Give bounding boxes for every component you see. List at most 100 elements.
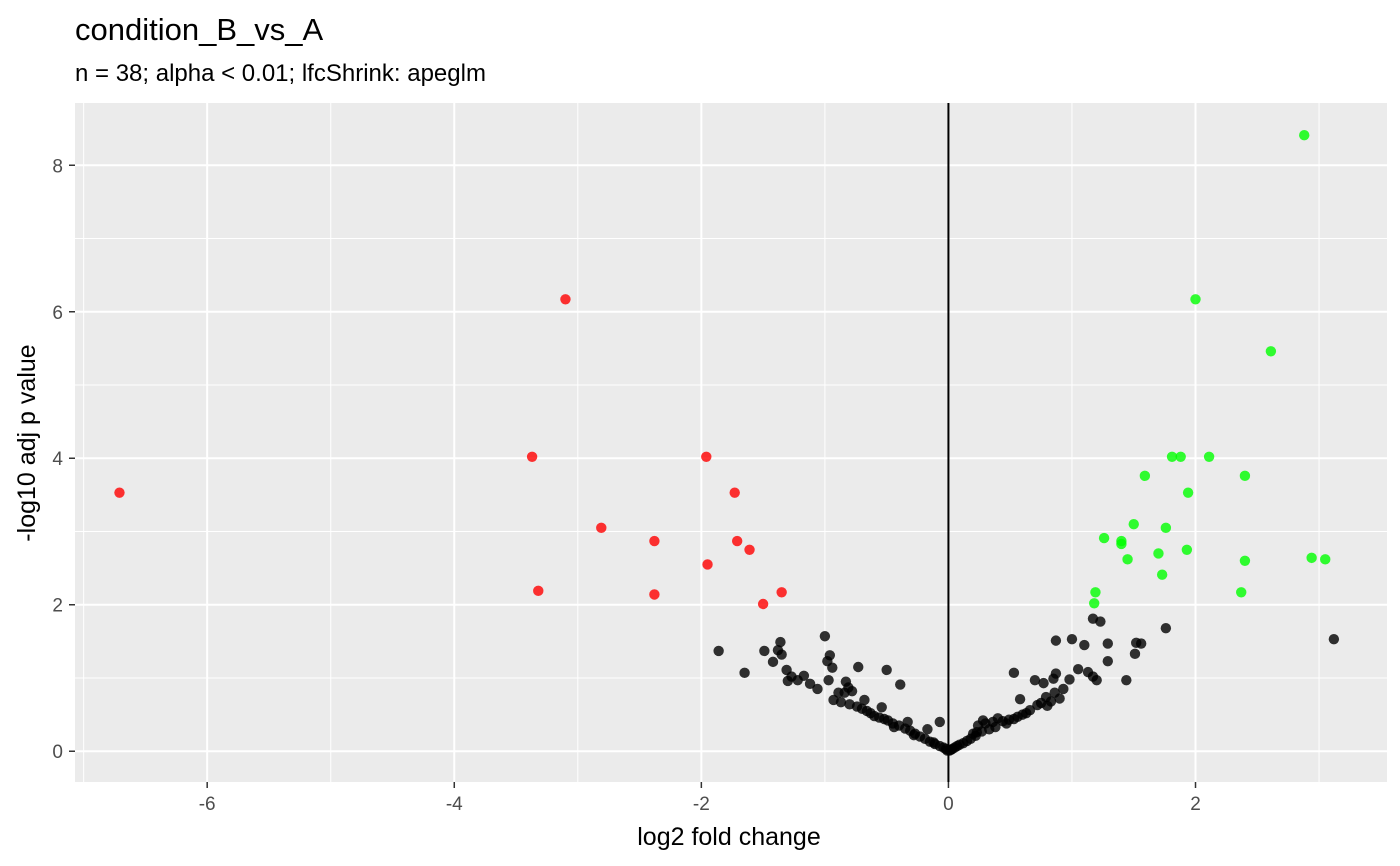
data-point-down: [757, 598, 769, 610]
data-point-up: [1089, 598, 1100, 609]
data-point-up: [1122, 554, 1133, 565]
data-point-up: [1190, 294, 1201, 305]
data-point-ns: [1058, 683, 1069, 695]
data-point-up: [1239, 470, 1251, 482]
data-point-up: [1098, 532, 1110, 544]
data-point-ns: [881, 664, 892, 676]
data-point-ns: [1008, 667, 1020, 679]
x-axis-title: log2 fold change: [637, 823, 820, 851]
data-point-ns: [835, 696, 847, 708]
data-point-ns: [792, 674, 803, 686]
data-point-up: [1306, 552, 1317, 564]
data-point-down: [702, 559, 713, 570]
data-point-ns: [1121, 674, 1132, 686]
data-point-ns: [1032, 699, 1043, 711]
data-point-ns: [767, 656, 779, 668]
data-point-ns: [843, 682, 854, 693]
data-point-ns: [1095, 616, 1106, 627]
data-point-ns: [1014, 694, 1026, 705]
data-point-up: [1265, 346, 1277, 357]
data-point-ns: [1091, 674, 1102, 686]
data-point-down: [649, 589, 660, 600]
data-point-down: [649, 535, 660, 547]
x-tick-label: -4: [446, 794, 463, 815]
plot-panel: [75, 103, 1387, 782]
x-tick-label: 0: [943, 794, 954, 815]
data-point-ns: [827, 662, 838, 673]
data-point-ns: [1003, 714, 1015, 725]
data-point-up: [1175, 451, 1186, 462]
data-point-down: [701, 451, 712, 462]
data-point-up: [1236, 587, 1247, 598]
y-tick-label: 0: [52, 742, 63, 763]
data-point-up: [1128, 518, 1139, 530]
x-tick-label: 2: [1190, 794, 1201, 815]
data-point-down: [729, 487, 740, 498]
data-point-down: [776, 587, 787, 598]
data-point-down: [744, 544, 755, 556]
data-point-ns: [775, 636, 786, 648]
y-axis: 0 2 4 6 8: [52, 156, 75, 763]
data-point-up: [1153, 548, 1164, 559]
data-point-down: [114, 487, 125, 498]
data-point-up: [1182, 487, 1194, 498]
data-point-down: [526, 451, 538, 462]
data-point-ns: [739, 667, 750, 679]
data-point-ns: [1328, 633, 1340, 645]
data-point-up: [1299, 130, 1310, 141]
y-tick-label: 8: [52, 156, 63, 177]
data-point-ns: [1049, 687, 1060, 698]
chart-title: condition_B_vs_A: [75, 12, 324, 47]
data-point-up: [1160, 522, 1172, 534]
data-point-ns: [941, 745, 953, 756]
x-axis: -6 -4 -2 0 2: [199, 782, 1201, 815]
data-point-ns: [1160, 622, 1172, 634]
data-point-ns: [967, 728, 979, 739]
data-point-ns: [888, 721, 900, 733]
data-point-ns: [1038, 677, 1049, 689]
data-point-ns: [1135, 638, 1147, 649]
data-point-up: [1203, 451, 1215, 462]
data-point-ns: [1064, 674, 1075, 685]
chart-subtitle: n = 38; alpha < 0.01; lfcShrink: apeglm: [75, 60, 486, 87]
data-point-ns: [804, 678, 816, 690]
data-point-ns: [1040, 691, 1052, 703]
data-point-down: [731, 535, 743, 547]
x-tick-label: -2: [693, 794, 710, 815]
data-point-ns: [895, 679, 906, 690]
data-point-down: [533, 585, 544, 597]
data-point-up: [1239, 555, 1251, 566]
data-point-ns: [992, 713, 1004, 724]
data-point-ns: [853, 661, 864, 673]
data-point-ns: [876, 702, 887, 713]
major-gridlines: [75, 103, 1387, 782]
data-point-ns: [759, 645, 770, 657]
data-point-ns: [1021, 707, 1032, 719]
data-point-ns: [934, 716, 945, 728]
data-point-up: [1139, 470, 1151, 482]
data-point-up: [1156, 569, 1168, 580]
data-point-ns: [812, 683, 823, 695]
data-point-up: [1116, 538, 1127, 550]
data-points: [114, 130, 1340, 756]
data-point-ns: [713, 645, 724, 657]
data-point-up: [1181, 544, 1193, 556]
data-point-up: [1166, 451, 1178, 462]
data-point-ns: [782, 675, 794, 687]
data-point-ns: [1102, 638, 1113, 649]
data-point-ns: [922, 724, 933, 735]
data-point-ns: [772, 644, 784, 656]
data-point-ns: [928, 737, 939, 748]
data-point-ns: [1050, 668, 1062, 679]
data-point-ns: [859, 694, 870, 706]
data-point-down: [560, 294, 571, 305]
data-point-ns: [823, 674, 834, 686]
y-axis-title: -log10 adj p value: [13, 344, 41, 541]
data-point-up: [1090, 587, 1101, 598]
data-point-ns: [1079, 639, 1090, 651]
y-tick-label: 2: [52, 596, 63, 617]
data-point-ns: [1102, 655, 1113, 667]
data-point-ns: [1072, 663, 1084, 675]
y-tick-label: 4: [52, 449, 63, 470]
data-point-ns: [908, 729, 920, 741]
